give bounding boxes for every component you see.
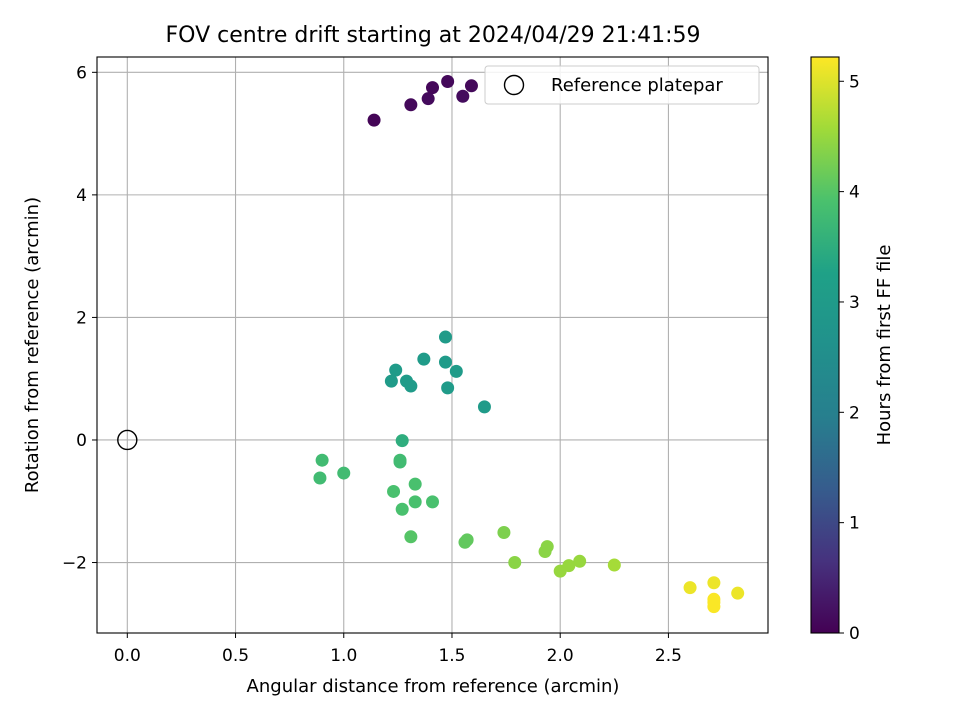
x-tick-label: 1.5 xyxy=(438,646,465,666)
data-point xyxy=(337,466,351,480)
data-point xyxy=(458,535,472,549)
data-point xyxy=(404,379,418,393)
data-point xyxy=(387,484,401,498)
colorbar-tick-label: 0 xyxy=(849,624,860,644)
y-tick-label: 0 xyxy=(76,431,87,451)
grid-lines xyxy=(97,57,768,633)
data-point xyxy=(438,330,452,344)
legend-box xyxy=(484,65,760,105)
data-point xyxy=(408,495,422,509)
data-point xyxy=(417,352,431,366)
data-point xyxy=(731,586,745,600)
y-tick-label: 4 xyxy=(76,186,87,206)
data-point xyxy=(508,556,522,570)
legend: Reference platepar xyxy=(484,65,760,105)
data-point xyxy=(464,79,478,93)
data-point xyxy=(313,471,327,485)
x-tick-label: 0.0 xyxy=(114,646,141,666)
colorbar-tick-label: 5 xyxy=(849,72,860,92)
colorbar-tick-label: 4 xyxy=(849,183,860,203)
y-axis-ticks: −2 0 2 4 6 xyxy=(62,63,97,574)
colorbar-gradient xyxy=(810,56,840,634)
x-axis-label: Angular distance from reference (arcmin) xyxy=(247,676,620,697)
data-point xyxy=(421,92,435,106)
data-point xyxy=(538,545,552,559)
data-point xyxy=(395,502,409,516)
data-point xyxy=(683,581,697,595)
data-point xyxy=(404,98,418,112)
data-point xyxy=(497,526,511,540)
data-point xyxy=(553,564,567,578)
y-tick-label: 2 xyxy=(76,308,87,328)
data-point xyxy=(389,363,403,377)
data-point xyxy=(384,374,398,388)
data-point xyxy=(367,113,381,127)
legend-entry-label: Reference platepar xyxy=(551,75,723,96)
data-point xyxy=(408,477,422,491)
data-point xyxy=(426,495,439,509)
y-tick-label: −2 xyxy=(62,554,87,574)
data-point xyxy=(573,554,587,568)
data-point xyxy=(707,576,721,590)
chart-title: FOV centre drift starting at 2024/04/29 … xyxy=(166,23,701,48)
colorbar-tick-label: 1 xyxy=(849,514,860,534)
data-point xyxy=(607,558,621,572)
x-axis-ticks: 0.0 0.5 1.0 1.5 2.0 2.5 xyxy=(114,633,682,666)
colorbar-ticks: 0 1 2 3 4 5 xyxy=(839,72,860,644)
x-tick-label: 2.0 xyxy=(547,646,574,666)
colorbar: 0 1 2 3 4 5 Hours from first FF file xyxy=(810,56,895,644)
data-point xyxy=(441,75,455,89)
data-point xyxy=(315,453,329,467)
x-tick-label: 2.5 xyxy=(655,646,682,666)
colorbar-tick-label: 2 xyxy=(849,403,860,423)
plot-area-frame xyxy=(96,56,769,634)
data-point xyxy=(438,355,452,369)
data-point xyxy=(395,434,409,448)
y-axis-label: Rotation from reference (arcmin) xyxy=(22,197,43,493)
data-point xyxy=(393,455,407,469)
data-point xyxy=(441,381,455,395)
colorbar-label: Hours from first FF file xyxy=(874,245,895,446)
x-tick-label: 0.5 xyxy=(222,646,249,666)
y-tick-label: 6 xyxy=(76,63,87,83)
colorbar-tick-label: 3 xyxy=(849,293,860,313)
x-tick-label: 1.0 xyxy=(330,646,357,666)
data-point xyxy=(456,89,470,103)
data-point xyxy=(707,600,721,614)
data-point xyxy=(477,400,491,414)
reference-platepar-marker xyxy=(117,429,138,451)
data-point xyxy=(404,530,418,544)
data-point xyxy=(449,364,463,378)
legend-marker-icon xyxy=(503,74,525,96)
data-point xyxy=(426,81,439,95)
data-points xyxy=(313,75,745,614)
